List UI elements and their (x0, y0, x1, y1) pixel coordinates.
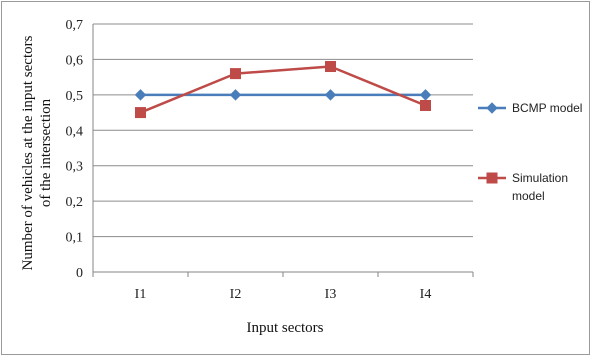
series-simulation-model (135, 61, 431, 119)
legend-label-line-2: model (512, 189, 545, 203)
y-tick-label: 0,7 (66, 18, 84, 33)
y-tick-labels: 0 0,1 0,2 0,3 0,4 0,5 0,6 0,7 (66, 18, 84, 281)
data-point (324, 89, 337, 101)
legend-item: BCMP model (478, 101, 582, 115)
data-point (230, 68, 241, 80)
gridlines (92, 23, 474, 277)
legend-item: Simulation model (478, 171, 568, 203)
data-point (229, 89, 242, 101)
legend-marker (486, 172, 498, 184)
y-tick-label: 0,4 (66, 124, 84, 139)
y-axis-title-line-2: of the intersection (38, 98, 54, 207)
y-tick-label: 0,1 (66, 231, 84, 246)
y-tick-label: 0,6 (66, 53, 84, 68)
data-point (325, 61, 336, 73)
y-tick-label: 0,3 (66, 160, 84, 175)
series-bcmp-model (134, 89, 432, 101)
legend: BCMP model Simulation model (478, 101, 582, 203)
x-tick-label: I1 (135, 287, 147, 302)
y-axis-title-line-1: Number of vehicles at the input sectors (20, 35, 36, 270)
x-axis-title: Input sectors (246, 320, 323, 336)
data-point (135, 107, 146, 119)
x-tick-label: I3 (325, 287, 337, 302)
y-tick-label: 0,5 (66, 89, 84, 104)
y-tick-label: 0,2 (66, 195, 84, 210)
legend-label: BCMP model (512, 101, 582, 115)
legend-label-line-1: Simulation (512, 171, 568, 185)
x-tick-labels: I1 I2 I3 I4 (135, 287, 432, 302)
data-point (420, 99, 431, 111)
x-tick-label: I4 (420, 287, 432, 302)
data-point (134, 89, 147, 101)
data-point (419, 89, 432, 101)
series-lines (134, 61, 432, 119)
legend-marker (486, 102, 498, 114)
y-tick-label: 0 (76, 266, 83, 281)
x-tick-label: I2 (230, 287, 242, 302)
series-line (140, 65, 426, 114)
